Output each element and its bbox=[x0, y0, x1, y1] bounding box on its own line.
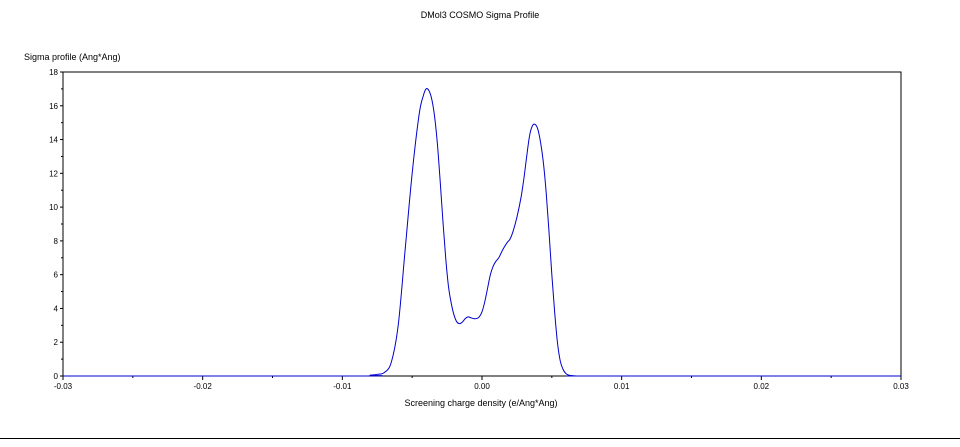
bottom-divider bbox=[0, 438, 960, 439]
x-axis-ticks: -0.03 -0.02 -0.01 0.00 0.01 0.02 0.03 bbox=[54, 376, 909, 391]
x-tick-label: 0.01 bbox=[614, 382, 630, 391]
x-tick-label: -0.02 bbox=[194, 382, 213, 391]
x-tick-label: -0.01 bbox=[333, 382, 352, 391]
y-tick-label: 12 bbox=[49, 169, 58, 178]
series-line-sigma-profile bbox=[63, 88, 901, 377]
y-tick-label: 14 bbox=[49, 136, 58, 145]
x-tick-label: 0.03 bbox=[893, 382, 909, 391]
y-axis-label: Sigma profile (Ang*Ang) bbox=[24, 52, 121, 62]
y-tick-label: 8 bbox=[54, 237, 59, 246]
x-axis-label: Screening charge density (e/Ang*Ang) bbox=[404, 398, 557, 408]
x-tick-label: -0.03 bbox=[54, 382, 73, 391]
y-tick-label: 4 bbox=[54, 304, 59, 313]
y-tick-label: 6 bbox=[54, 271, 59, 280]
plot-frame bbox=[62, 71, 902, 377]
chart-title: DMol3 COSMO Sigma Profile bbox=[421, 10, 540, 20]
y-tick-label: 16 bbox=[49, 102, 58, 111]
y-axis-ticks: 0 2 4 6 8 10 12 14 16 18 bbox=[49, 68, 63, 381]
y-tick-label: 18 bbox=[49, 68, 58, 77]
y-tick-label: 0 bbox=[54, 372, 59, 381]
x-tick-label: 0.00 bbox=[474, 382, 490, 391]
x-tick-label: 0.02 bbox=[754, 382, 770, 391]
y-tick-label: 2 bbox=[54, 338, 59, 347]
y-tick-label: 10 bbox=[49, 203, 58, 212]
